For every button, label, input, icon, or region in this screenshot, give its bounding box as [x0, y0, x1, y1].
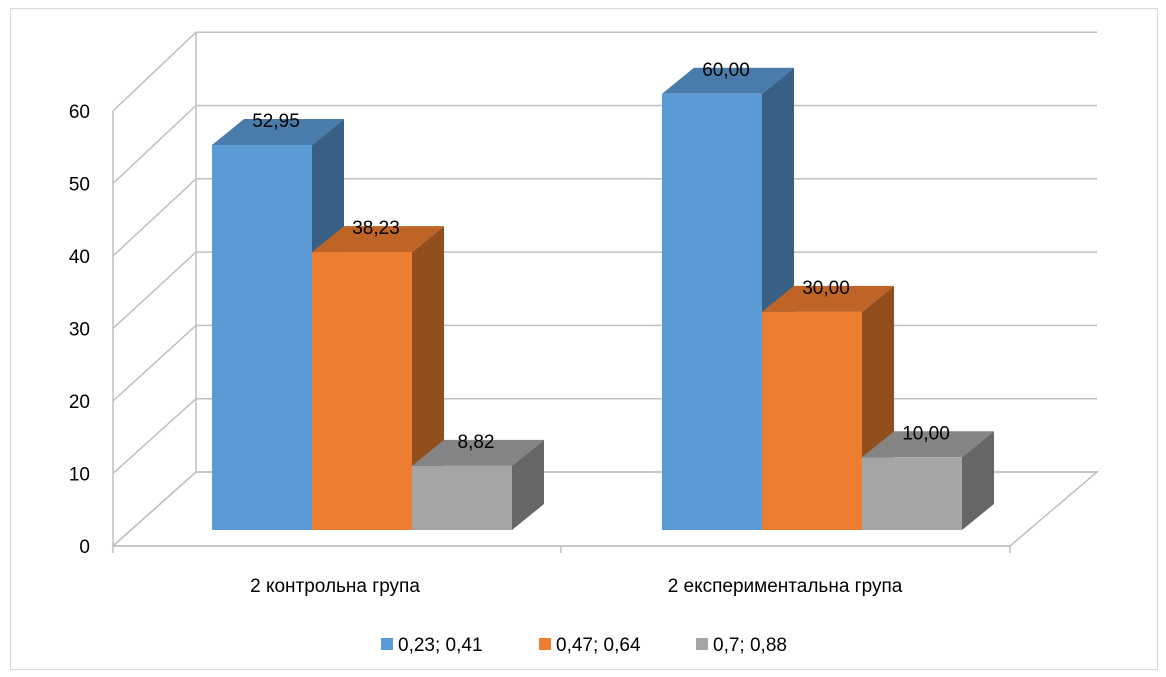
category-label: 2 контрольна група	[250, 576, 420, 597]
data-label: 10,00	[902, 423, 950, 444]
legend-swatch	[539, 638, 551, 650]
y-tick-label: 60	[69, 102, 90, 123]
legend-label: 0,47; 0,64	[556, 635, 641, 656]
gridline-side	[112, 324, 197, 402]
y-tick-label: 30	[69, 320, 90, 341]
y-tick-label: 20	[69, 392, 90, 413]
bar	[212, 145, 312, 530]
legend-swatch	[381, 638, 393, 650]
bar-top	[862, 431, 994, 458]
gridline-side	[112, 471, 197, 547]
y-tick-label: 40	[69, 247, 90, 268]
data-label: 52,95	[252, 111, 300, 132]
bar-top	[312, 226, 444, 253]
bar-side	[962, 431, 994, 530]
data-label: 38,23	[352, 218, 400, 239]
bar-top	[212, 119, 344, 146]
data-label: 30,00	[802, 278, 850, 299]
gridline-side	[112, 251, 197, 330]
data-label: 8,82	[458, 432, 495, 453]
legend-label: 0,23; 0,41	[398, 635, 483, 656]
bar-top	[662, 67, 794, 94]
y-tick-label: 0	[79, 537, 90, 558]
data-label: 60,00	[702, 60, 750, 81]
bar-side	[512, 439, 544, 530]
gridline-side	[112, 31, 197, 112]
bar	[662, 93, 762, 531]
bar-top	[762, 285, 894, 312]
chart-frame	[10, 8, 1158, 670]
y-tick-label: 10	[69, 465, 90, 486]
y-tick-label: 50	[69, 175, 90, 196]
bar-top	[412, 439, 544, 466]
legend-label: 0,7; 0,88	[713, 635, 787, 656]
gridline-side	[112, 104, 197, 185]
bar	[762, 311, 862, 530]
bar	[312, 252, 412, 530]
bar	[862, 457, 962, 530]
category-label: 2 експериментальна група	[668, 576, 903, 597]
gridline-side	[112, 398, 197, 475]
gridline-side	[112, 178, 197, 257]
legend-swatch	[696, 638, 708, 650]
bar	[412, 465, 512, 530]
